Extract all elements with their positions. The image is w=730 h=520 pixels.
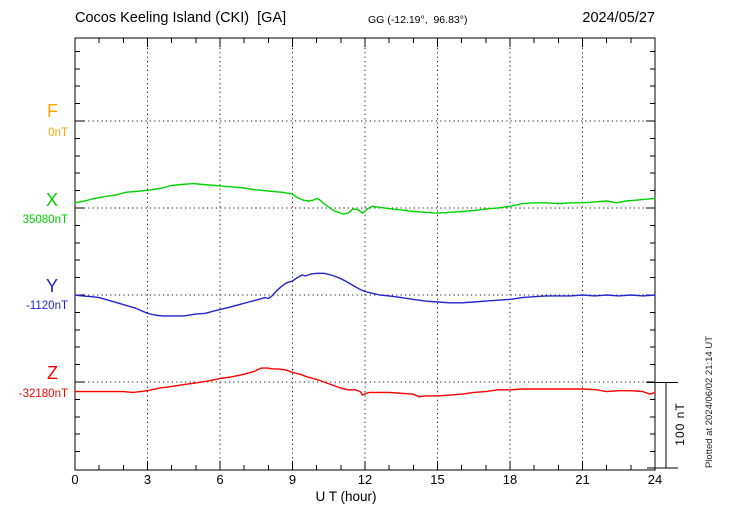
- x-tick-label: 3: [143, 472, 152, 487]
- x-tick-label: 15: [430, 472, 445, 487]
- x-tick-label: 18: [502, 472, 518, 487]
- component-baseline-f: 0nT: [48, 127, 68, 139]
- component-label-y: Y: [45, 276, 58, 296]
- plot-date: 2024/05/27: [582, 10, 655, 26]
- x-tick-label: 21: [575, 472, 590, 487]
- x-tick-label: 6: [216, 472, 224, 487]
- x-tick-label: 9: [288, 472, 297, 487]
- plotted-at-note: Plotted at 2024/06/02 21:14 UT: [704, 335, 715, 469]
- component-label-z: Z: [47, 363, 58, 383]
- component-baseline-z: -32180nT: [18, 388, 68, 400]
- x-tick-label: 24: [647, 472, 663, 487]
- component-baseline-y: -1120nT: [26, 300, 68, 312]
- component-label-x: X: [45, 190, 58, 210]
- x-tick-label: 12: [357, 472, 373, 487]
- x-tick-label: 0: [71, 472, 79, 487]
- page-title: Cocos Keeling Island (CKI) [GA]: [75, 10, 287, 26]
- component-baseline-x: 35080nT: [22, 214, 68, 226]
- scale-bar-label: 100 nT: [673, 402, 687, 446]
- x-axis-title: U T (hour): [315, 489, 377, 504]
- geographic-coordinates: GG (-12.19°, 96.83°): [368, 14, 468, 26]
- component-label-f: F: [47, 101, 58, 121]
